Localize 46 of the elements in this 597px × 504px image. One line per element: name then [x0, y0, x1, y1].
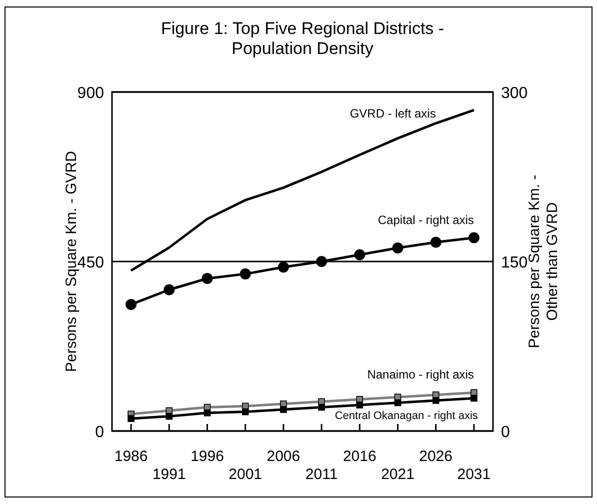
- point: [278, 262, 289, 273]
- point: [470, 394, 478, 402]
- y-axis-title: Persons per Square Km. - GVRD: [63, 150, 80, 372]
- x-tick-label: 2031: [457, 466, 491, 483]
- x-tick-label: 2001: [228, 466, 262, 483]
- x-tick-label: 2021: [381, 466, 414, 483]
- y2-axis-title: Persons per Square Km. - Other than GVRD: [526, 174, 561, 348]
- series-label: Capital - right axis: [378, 212, 474, 227]
- y-tick-label: 0: [95, 424, 104, 441]
- point: [240, 268, 251, 280]
- point: [204, 410, 211, 416]
- x-tick-label: 1991: [152, 466, 186, 483]
- series-label: GVRD - left axis: [350, 106, 436, 120]
- point: [392, 242, 404, 254]
- x-tick-label: 2026: [419, 448, 453, 465]
- point: [280, 406, 287, 413]
- point: [356, 402, 364, 408]
- point: [354, 249, 366, 260]
- point: [316, 256, 328, 267]
- point: [470, 389, 478, 396]
- point: [164, 284, 175, 296]
- x-tick-label: 1986: [114, 448, 148, 465]
- point: [242, 408, 249, 416]
- series-label: Nanaimo - right axis: [367, 368, 474, 382]
- point: [128, 415, 134, 422]
- point: [166, 412, 173, 420]
- y2-tick-label: 0: [501, 424, 510, 441]
- point: [468, 232, 480, 244]
- x-tick-label: 1996: [190, 448, 224, 465]
- point: [394, 399, 402, 406]
- y-tick-label: 900: [77, 85, 104, 102]
- y-tick-label: 450: [77, 254, 104, 272]
- point: [202, 272, 213, 284]
- point: [318, 398, 325, 406]
- y2-tick-label: 300: [501, 85, 528, 102]
- point: [432, 397, 440, 404]
- point: [430, 236, 442, 248]
- y2-tick-label: 150: [501, 254, 528, 272]
- point: [126, 298, 137, 310]
- point: [318, 404, 325, 411]
- series-label: Central Okanagan - right axis: [334, 410, 478, 422]
- x-tick-label: 2011: [305, 466, 338, 483]
- x-tick-label: 2006: [266, 448, 300, 465]
- chart-title: Figure 1: Top Five Regional Districts - Population Density: [160, 19, 444, 58]
- point: [242, 402, 249, 410]
- x-tick-label: 2016: [342, 448, 376, 465]
